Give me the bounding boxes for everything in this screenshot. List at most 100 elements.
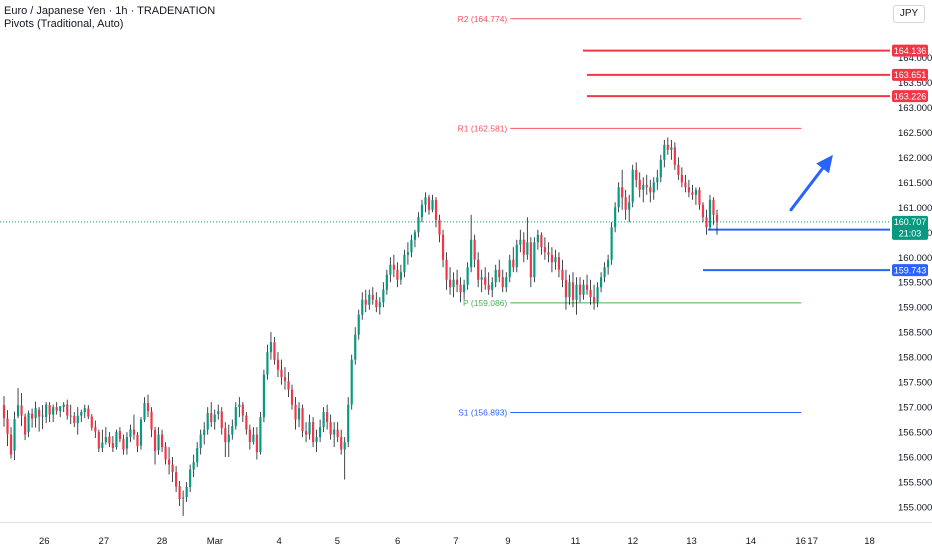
up-arrow-icon: [816, 154, 833, 174]
candle-up: [238, 404, 241, 408]
candle-down: [487, 284, 490, 290]
candle-down: [164, 446, 167, 460]
candle-down: [498, 269, 501, 278]
candle-up: [642, 184, 645, 190]
x-tick-label: Mar: [207, 536, 223, 547]
candle-down: [171, 464, 174, 473]
candle-up: [182, 497, 185, 499]
candle-up: [470, 239, 473, 268]
candle-down: [649, 187, 652, 193]
candle-up: [357, 314, 360, 335]
candle-down: [97, 432, 100, 449]
x-tick-label: 26: [39, 536, 50, 547]
candle-down: [167, 459, 171, 465]
candle-down: [48, 405, 51, 415]
y-tick-label: 157.000: [898, 403, 932, 414]
candle-up: [83, 408, 86, 413]
candle-down: [529, 242, 532, 278]
candle-down: [87, 408, 90, 417]
candle-down: [571, 282, 575, 300]
x-tick-label: 28: [157, 536, 168, 547]
candle-up: [607, 259, 610, 268]
candle-up: [431, 199, 434, 210]
up-arrow-shaft: [789, 166, 825, 212]
y-tick-label: 161.500: [898, 178, 932, 189]
candle-up: [350, 359, 353, 405]
candle-down: [364, 299, 367, 305]
candle-up: [463, 284, 466, 293]
candle-down: [245, 415, 248, 430]
candle-down: [9, 434, 13, 455]
candle-down: [680, 174, 683, 183]
y-tick-label: 164.000: [898, 53, 932, 64]
candle-up: [333, 429, 336, 435]
candle-down: [150, 411, 153, 430]
x-tick-label: 16: [795, 536, 806, 547]
x-tick-label: 4: [276, 536, 281, 547]
candle-up: [533, 242, 536, 278]
candle-up: [413, 232, 417, 240]
candle-down: [698, 189, 701, 205]
candle-down: [94, 427, 97, 432]
candle-down: [371, 294, 374, 300]
candle-down: [550, 254, 554, 263]
candle-down: [304, 431, 308, 435]
candle-down: [311, 422, 315, 443]
candle-down: [146, 403, 150, 412]
x-tick-label: 7: [453, 536, 458, 547]
candle-up: [596, 287, 599, 303]
candle-down: [564, 279, 568, 298]
candle-down: [645, 184, 648, 188]
candle-up: [343, 442, 346, 450]
candle-up: [76, 415, 79, 424]
y-tick-label: 158.000: [898, 353, 932, 364]
candle-down: [557, 257, 561, 270]
pivot-label: R1 (162.581): [458, 123, 508, 133]
y-tick-label: 162.000: [898, 153, 932, 164]
resistance-price-badge: [892, 90, 928, 103]
candle-down: [701, 204, 705, 218]
indicator-label[interactable]: Pivots (Traditional, Auto): [4, 18, 124, 30]
candle-up: [104, 437, 107, 443]
candle-up: [322, 412, 325, 428]
candle-up: [403, 254, 406, 273]
candle-up: [575, 284, 578, 300]
candle-down: [427, 197, 431, 210]
x-tick-label: 11: [571, 536, 581, 547]
candle-down: [280, 369, 283, 378]
x-tick-label: 13: [686, 536, 697, 547]
candle-up: [319, 427, 322, 438]
candle-down: [122, 439, 125, 450]
candle-up: [185, 487, 188, 498]
candle-down: [455, 279, 459, 285]
candle-up: [452, 279, 455, 288]
candle-down: [438, 219, 441, 235]
candle-down: [66, 404, 69, 416]
candle-down: [715, 214, 719, 222]
candle-up: [389, 264, 392, 275]
candle-down: [459, 284, 462, 293]
candle-up: [519, 239, 522, 245]
candle-up: [27, 413, 30, 433]
candle-down: [477, 259, 480, 280]
candle-up: [568, 282, 571, 298]
candle-down: [684, 182, 687, 188]
candle-down: [561, 269, 564, 280]
candle-down: [673, 147, 676, 165]
symbol-title[interactable]: Euro / Japanese Yen · 1h · TRADENATION: [4, 5, 216, 17]
candle-up: [659, 159, 662, 178]
candle-up: [192, 462, 195, 470]
candle-up: [631, 169, 634, 203]
candle-up: [196, 448, 199, 463]
candle-up: [347, 404, 350, 443]
y-tick-label: 156.500: [898, 428, 932, 439]
currency-button[interactable]: JPY: [893, 5, 925, 23]
price-badge-label: 164.136: [894, 46, 927, 56]
candle-down: [55, 407, 58, 411]
candle-down: [111, 443, 114, 449]
candle-down: [6, 418, 9, 435]
candle-down: [220, 411, 223, 429]
candle-down: [396, 269, 399, 280]
